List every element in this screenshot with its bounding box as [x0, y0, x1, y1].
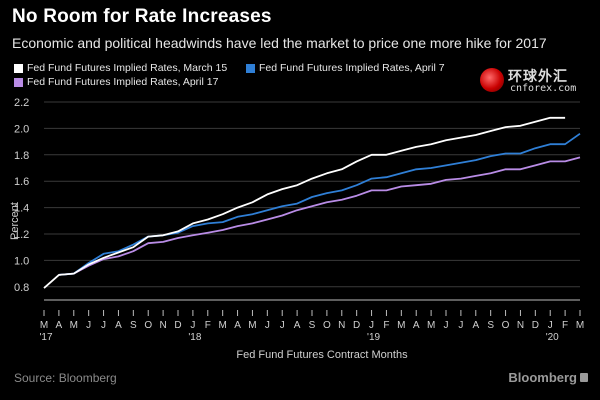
- x-tick-label: D: [532, 320, 539, 331]
- x-tick-label: M: [427, 320, 435, 331]
- x-tick-label: S: [309, 320, 316, 331]
- legend-label-march-15: Fed Fund Futures Implied Rates, March 15: [27, 62, 228, 74]
- series-line-0: [43, 116, 566, 289]
- watermark-cn-text: 环球外汇: [508, 69, 568, 85]
- x-tick-label: F: [562, 320, 568, 331]
- x-tick-label: A: [234, 320, 241, 331]
- legend-swatch-march-15: [14, 63, 23, 73]
- brand-text: Bloomberg: [508, 370, 577, 385]
- x-year-label: '19: [367, 332, 380, 343]
- x-year-label: '17: [39, 332, 52, 343]
- y-tick-label: 1.4: [14, 203, 29, 215]
- x-tick-label: F: [205, 320, 211, 331]
- x-tick-label: A: [56, 320, 63, 331]
- x-tick-label: M: [576, 320, 584, 331]
- legend-item-april-17: Fed Fund Futures Implied Rates, April 17: [14, 76, 218, 88]
- x-tick-label: M: [397, 320, 405, 331]
- source-note: Source: Bloomberg: [14, 371, 117, 385]
- legend-swatch-april-17: [14, 77, 23, 87]
- x-tick-label: O: [323, 320, 331, 331]
- x-tick-label: S: [487, 320, 494, 331]
- x-tick-label: J: [101, 320, 106, 331]
- legend-swatch-april-7: [246, 63, 255, 73]
- series-line-2: [58, 156, 581, 276]
- x-year-label: '20: [546, 332, 559, 343]
- y-tick-label: 2.2: [14, 97, 29, 109]
- x-axis-label: Fed Fund Futures Contract Months: [236, 349, 408, 361]
- chart-title: No Room for Rate Increases: [12, 6, 272, 27]
- x-tick-label: O: [144, 320, 152, 331]
- y-tick-label: 1.2: [14, 229, 29, 241]
- x-tick-label: J: [190, 320, 195, 331]
- x-tick-label: F: [383, 320, 389, 331]
- x-tick-label: N: [517, 320, 524, 331]
- x-tick-label: M: [70, 320, 78, 331]
- y-tick-label: 1.0: [14, 255, 29, 267]
- x-tick-label: A: [472, 320, 479, 331]
- y-tick-label: 1.6: [14, 176, 29, 188]
- x-tick-label: J: [86, 320, 91, 331]
- x-tick-label: J: [369, 320, 374, 331]
- x-tick-label: J: [548, 320, 553, 331]
- x-tick-label: S: [130, 320, 137, 331]
- chart-subtitle: Economic and political headwinds have le…: [12, 35, 547, 51]
- x-tick-label: J: [265, 320, 270, 331]
- y-axis-label: Percent: [9, 202, 21, 240]
- x-tick-label: J: [458, 320, 463, 331]
- legend-item-march-15: Fed Fund Futures Implied Rates, March 15: [14, 62, 227, 74]
- x-tick-label: A: [115, 320, 122, 331]
- watermark-site-text: cnforex.com: [510, 83, 577, 94]
- y-tick-label: 0.8: [14, 282, 29, 294]
- legend-label-april-7: Fed Fund Futures Implied Rates, April 7: [259, 62, 445, 74]
- x-tick-label: M: [218, 320, 226, 331]
- bloomberg-mark-icon: [580, 373, 588, 382]
- x-tick-label: N: [159, 320, 166, 331]
- y-tick-label: 1.8: [14, 150, 29, 162]
- x-tick-label: D: [174, 320, 181, 331]
- x-tick-label: A: [413, 320, 420, 331]
- watermark: 环球外汇 cnforex.com: [480, 66, 590, 98]
- y-tick-label: 2.0: [14, 123, 29, 135]
- legend-item-april-7: Fed Fund Futures Implied Rates, April 7: [246, 62, 445, 74]
- x-tick-label: M: [40, 320, 48, 331]
- watermark-globe-icon: [480, 68, 504, 92]
- x-tick-label: O: [502, 320, 510, 331]
- x-tick-label: J: [444, 320, 449, 331]
- legend-label-april-17: Fed Fund Futures Implied Rates, April 17: [27, 76, 219, 88]
- x-year-label: '18: [188, 332, 201, 343]
- brand-logo: Bloomberg: [508, 370, 588, 385]
- x-tick-label: D: [353, 320, 360, 331]
- x-tick-label: J: [280, 320, 285, 331]
- x-tick-label: M: [248, 320, 256, 331]
- x-tick-label: N: [338, 320, 345, 331]
- x-tick-label: A: [294, 320, 301, 331]
